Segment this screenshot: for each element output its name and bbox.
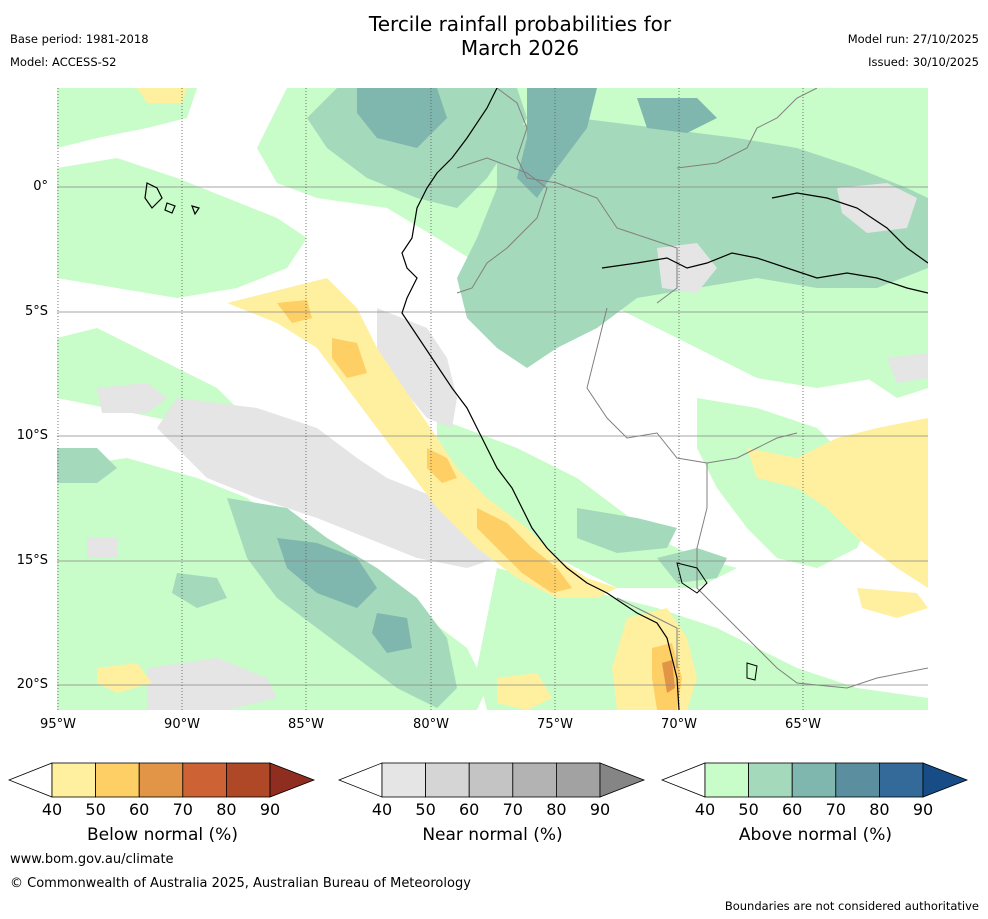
base-period-text: Base period: 1981-2018 — [10, 32, 149, 46]
colorbar-above-tick-60: 60 — [782, 800, 803, 819]
lon-label-85w: 85°W — [288, 717, 324, 732]
lat-label-0: 0° — [33, 179, 48, 194]
colorbar-above-tick-40: 40 — [694, 800, 716, 819]
colorbar-below-tick-60: 60 — [129, 800, 150, 819]
colorbar-above-normal — [661, 762, 969, 798]
colorbar-near-tick-90: 90 — [589, 800, 611, 819]
lat-label-5s: 5°S — [24, 304, 48, 319]
colorbar-above-tick-90: 90 — [912, 800, 934, 819]
coastline-pacific — [401, 88, 680, 710]
map-title-line2: March 2026 — [460, 36, 580, 60]
above-normal-70-regions — [277, 88, 717, 653]
border-colombia-venezuela-brazil — [496, 88, 678, 304]
colorbar-near-max-extend — [599, 762, 646, 798]
meta-right: Model run: 27/10/2025 Issued: 30/10/2025 — [848, 28, 979, 74]
colorbar-near-segment-40 — [381, 762, 426, 798]
lon-label-65w: 65°W — [785, 717, 821, 732]
border-ecuador-colombia-peru — [456, 157, 548, 294]
issued-text: Issued: 30/10/2025 — [868, 55, 979, 69]
colorbar-above-segment-70 — [835, 762, 880, 798]
coastline-caribbean — [771, 192, 928, 264]
colorbar-below-segment-80 — [225, 762, 271, 798]
galapagos-island-1 — [144, 182, 163, 209]
map-title-line1: Tercile rainfall probabilities for — [368, 12, 672, 36]
border-venezuela-brazil — [676, 88, 818, 169]
lake-poopo-outline — [746, 662, 758, 681]
lat-label-15s: 15°S — [16, 553, 48, 568]
colorbar-above-segment-50 — [748, 762, 793, 798]
map-title: Tercile rainfall probabilities for March… — [0, 12, 988, 60]
colorbar-above-segment-80 — [878, 762, 924, 798]
colorbar-below-tick-70: 70 — [172, 800, 193, 819]
colorbar-below-max-extend — [269, 762, 316, 798]
colorbar-above-segment-60 — [791, 762, 837, 798]
colorbar-above-max-extend — [922, 762, 969, 798]
footer-copyright: © Commonwealth of Australia 2025, Austra… — [10, 876, 471, 891]
colorbar-above-tick-80: 80 — [869, 800, 890, 819]
colorbar-above-tick-70: 70 — [825, 800, 846, 819]
colorbar-near-min-extend — [338, 762, 383, 798]
border-peru-chile — [616, 597, 678, 668]
border-bolivia — [696, 463, 928, 689]
colorbar-near-normal — [338, 762, 646, 798]
model-text: Model: ACCESS-S2 — [10, 55, 117, 69]
lon-label-75w: 75°W — [537, 717, 573, 732]
colorbar-below-min-extend — [8, 762, 53, 798]
colorbar-below-tick-40: 40 — [41, 800, 63, 819]
colorbar-near-segment-60 — [468, 762, 514, 798]
colorbar-near-tick-60: 60 — [459, 800, 480, 819]
colorbar-above-segment-40 — [704, 762, 749, 798]
footer-url: www.bom.gov.au/climate — [10, 852, 174, 867]
colorbar-above-min-extend — [661, 762, 706, 798]
lon-label-90w: 90°W — [164, 717, 200, 732]
coastline-orinoco — [601, 252, 928, 294]
colorbar-label-near: Near normal (%) — [422, 825, 563, 845]
lake-titicaca — [676, 562, 758, 681]
model-run-text: Model run: 27/10/2025 — [847, 32, 979, 46]
colorbar-label-above: Above normal (%) — [738, 825, 893, 845]
probability-map — [57, 88, 928, 710]
footer-disclaimer: Boundaries are not considered authoritat… — [724, 899, 979, 913]
coastline — [144, 88, 928, 710]
colorbar-below-normal — [8, 762, 316, 798]
lon-label-70w: 70°W — [661, 717, 697, 732]
lon-label-95w: 95°W — [40, 717, 76, 732]
lon-label-80w: 80°W — [413, 717, 449, 732]
lat-label-20s: 20°S — [16, 677, 48, 692]
colorbar-below-segment-70 — [182, 762, 227, 798]
colorbar-near-segment-50 — [425, 762, 470, 798]
near-normal-50-regions — [87, 183, 928, 710]
border-peru-brazil-bolivia — [586, 307, 798, 464]
colorbar-below-tick-80: 80 — [216, 800, 237, 819]
galapagos-island-2 — [164, 202, 176, 214]
lake-titicaca-outline — [676, 562, 708, 594]
colorbar-near-tick-40: 40 — [371, 800, 393, 819]
colorbar-label-below: Below normal (%) — [87, 825, 238, 845]
galapagos-island-3 — [191, 205, 200, 216]
colorbar-below-tick-90: 90 — [259, 800, 281, 819]
colorbar-near-tick-50: 50 — [415, 800, 436, 819]
colorbar-below-segment-60 — [138, 762, 184, 798]
below-normal-60-regions — [277, 300, 682, 710]
lat-label-10s: 10°S — [16, 428, 48, 443]
colorbar-near-tick-70: 70 — [502, 800, 523, 819]
colorbar-below-tick-50: 50 — [85, 800, 106, 819]
grid-lines — [57, 186, 928, 686]
colorbar-below-segment-50 — [95, 762, 140, 798]
colorbar-near-segment-70 — [512, 762, 557, 798]
colorbar-near-segment-80 — [555, 762, 601, 798]
colorbar-below-segment-40 — [51, 762, 96, 798]
colorbar-near-tick-80: 80 — [546, 800, 567, 819]
meta-left: Base period: 1981-2018 Model: ACCESS-S2 — [10, 28, 149, 74]
country-borders — [456, 88, 928, 689]
colorbar-above-tick-50: 50 — [738, 800, 759, 819]
